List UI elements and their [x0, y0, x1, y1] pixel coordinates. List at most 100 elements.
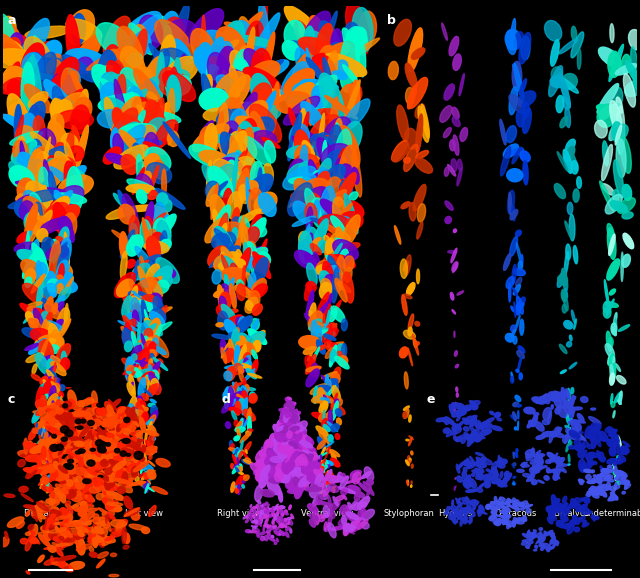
Ellipse shape: [138, 378, 145, 398]
Ellipse shape: [26, 532, 31, 535]
Ellipse shape: [106, 501, 118, 509]
Ellipse shape: [590, 452, 598, 457]
Ellipse shape: [501, 459, 508, 464]
Ellipse shape: [129, 16, 158, 51]
Ellipse shape: [237, 388, 239, 403]
Ellipse shape: [0, 19, 23, 57]
Ellipse shape: [276, 462, 287, 469]
Ellipse shape: [559, 504, 566, 511]
Ellipse shape: [46, 499, 56, 504]
Ellipse shape: [79, 512, 95, 522]
Ellipse shape: [513, 483, 515, 485]
Ellipse shape: [109, 418, 117, 429]
Ellipse shape: [280, 439, 289, 445]
Ellipse shape: [582, 523, 589, 527]
Ellipse shape: [102, 442, 107, 446]
Ellipse shape: [503, 144, 518, 158]
Ellipse shape: [550, 394, 559, 401]
Ellipse shape: [475, 420, 481, 429]
Ellipse shape: [302, 187, 326, 206]
Ellipse shape: [68, 460, 74, 463]
Ellipse shape: [470, 401, 480, 406]
Ellipse shape: [451, 159, 457, 172]
Ellipse shape: [569, 362, 577, 369]
Ellipse shape: [275, 439, 287, 447]
Ellipse shape: [248, 416, 252, 435]
Ellipse shape: [543, 543, 545, 546]
Ellipse shape: [552, 513, 555, 517]
Ellipse shape: [31, 464, 42, 474]
Ellipse shape: [63, 272, 73, 288]
Ellipse shape: [281, 426, 290, 432]
Ellipse shape: [114, 79, 128, 130]
Ellipse shape: [289, 433, 299, 439]
Ellipse shape: [559, 392, 566, 395]
Ellipse shape: [72, 125, 83, 158]
Ellipse shape: [55, 446, 64, 453]
Ellipse shape: [296, 427, 307, 433]
Ellipse shape: [546, 460, 550, 464]
Ellipse shape: [551, 534, 554, 538]
Ellipse shape: [125, 440, 139, 449]
Ellipse shape: [527, 544, 531, 547]
Ellipse shape: [311, 302, 328, 326]
Ellipse shape: [122, 527, 126, 544]
Ellipse shape: [296, 431, 305, 437]
Ellipse shape: [91, 481, 108, 487]
Ellipse shape: [230, 109, 246, 130]
Ellipse shape: [93, 517, 100, 524]
Ellipse shape: [620, 481, 630, 484]
Ellipse shape: [45, 521, 50, 526]
Ellipse shape: [582, 442, 589, 447]
Ellipse shape: [478, 510, 482, 516]
Ellipse shape: [92, 440, 99, 451]
Ellipse shape: [250, 162, 265, 202]
Ellipse shape: [622, 254, 630, 267]
Ellipse shape: [69, 434, 77, 446]
Ellipse shape: [255, 486, 262, 502]
Ellipse shape: [332, 386, 340, 402]
Ellipse shape: [460, 128, 468, 142]
Ellipse shape: [408, 461, 411, 464]
Ellipse shape: [287, 446, 298, 453]
Ellipse shape: [45, 454, 52, 464]
Ellipse shape: [29, 139, 42, 161]
Ellipse shape: [47, 378, 56, 390]
Ellipse shape: [87, 466, 94, 473]
Ellipse shape: [102, 483, 111, 499]
Ellipse shape: [282, 420, 287, 425]
Ellipse shape: [264, 535, 268, 537]
Ellipse shape: [74, 487, 77, 499]
Ellipse shape: [147, 118, 168, 142]
Ellipse shape: [246, 529, 251, 533]
Ellipse shape: [531, 535, 536, 539]
Ellipse shape: [42, 441, 46, 447]
Ellipse shape: [494, 412, 500, 417]
Ellipse shape: [598, 441, 601, 447]
Ellipse shape: [225, 309, 238, 313]
Ellipse shape: [624, 480, 630, 486]
Ellipse shape: [239, 285, 252, 294]
Ellipse shape: [173, 39, 191, 64]
Ellipse shape: [99, 517, 109, 528]
Ellipse shape: [289, 424, 297, 427]
Ellipse shape: [91, 435, 105, 443]
Ellipse shape: [21, 18, 49, 64]
Ellipse shape: [287, 414, 292, 420]
Ellipse shape: [289, 417, 294, 423]
Ellipse shape: [124, 299, 135, 312]
Ellipse shape: [559, 406, 568, 408]
Ellipse shape: [275, 449, 284, 460]
Ellipse shape: [51, 469, 58, 479]
Ellipse shape: [315, 328, 329, 332]
Ellipse shape: [534, 467, 543, 470]
Ellipse shape: [67, 166, 83, 210]
Ellipse shape: [61, 442, 75, 452]
Ellipse shape: [236, 116, 269, 136]
Ellipse shape: [93, 536, 98, 539]
Ellipse shape: [149, 373, 161, 391]
Ellipse shape: [86, 508, 98, 512]
Ellipse shape: [244, 369, 255, 381]
Ellipse shape: [159, 35, 175, 80]
Ellipse shape: [143, 255, 161, 268]
